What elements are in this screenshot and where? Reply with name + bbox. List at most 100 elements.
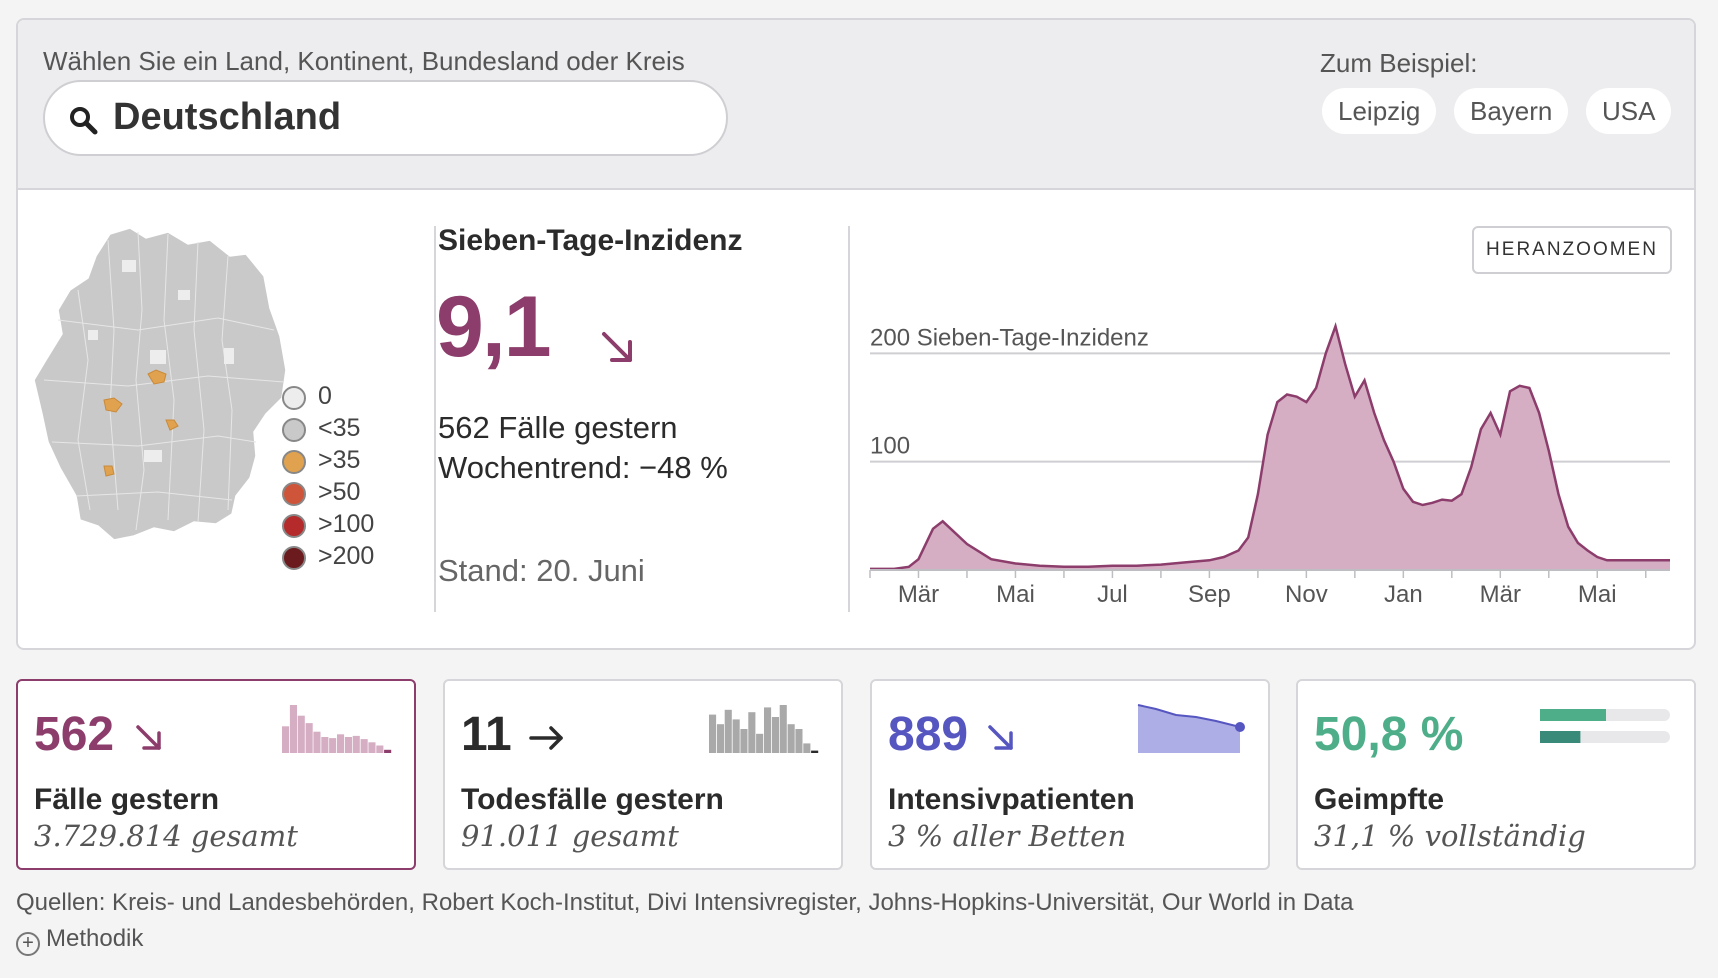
divider: [848, 226, 850, 612]
sparkline-bar: [344, 737, 352, 753]
sparkline-bar: [771, 717, 779, 753]
search-icon: [70, 107, 98, 135]
x-tick-label: Nov: [1285, 581, 1328, 608]
sparkline-bar: [321, 737, 329, 753]
sparkline-bar: [764, 707, 772, 753]
sparkline-bar: [337, 734, 345, 753]
legend-swatch: [282, 450, 306, 474]
method-label: Methodik: [46, 925, 144, 952]
legend-swatch: [282, 418, 306, 442]
vaccination-progress: [1540, 709, 1670, 743]
sparkline-bar: [360, 739, 368, 753]
sparkline-bar: [289, 705, 297, 753]
sparkline-bar: [803, 743, 811, 753]
card-title: Geimpfte: [1314, 783, 1445, 816]
sparkline-bar: [779, 705, 787, 753]
card-subtitle: 3.729.814 gesamt: [34, 819, 298, 853]
x-tick-label: Jan: [1384, 581, 1423, 608]
examples-caption: Zum Beispiel:: [1320, 48, 1478, 78]
card-vaccinated[interactable]: 50,8 % Geimpfte 31,1 % vollständig: [1296, 679, 1696, 870]
sparkline-bar: [709, 714, 717, 753]
sparkline-bar: [329, 738, 337, 753]
sparkline-bar: [376, 745, 384, 753]
sparkline-bar: [313, 731, 321, 753]
legend-label: <35: [318, 414, 361, 442]
sources-text: Quellen: Kreis- und Landesbehörden, Robe…: [16, 889, 1354, 916]
germany-map[interactable]: [18, 210, 298, 590]
card-value: 889: [888, 708, 969, 761]
search-header: Wählen Sie ein Land, Kontinent, Bundesla…: [18, 20, 1694, 190]
legend-label: >50: [318, 478, 361, 506]
example-chip-bayern[interactable]: Bayern: [1454, 88, 1569, 134]
legend-label: 0: [318, 382, 332, 410]
sparkline-bar: [716, 724, 724, 753]
card-title: Intensivpatienten: [888, 783, 1135, 816]
plus-circle-icon: +: [16, 932, 40, 956]
sparkline-bar: [282, 726, 290, 753]
x-tick-label: Mär: [898, 581, 939, 608]
legend-label: >200: [318, 542, 375, 570]
card-deaths[interactable]: 11 Todesfälle gestern 91.011 gesamt: [443, 679, 843, 870]
x-tick-label: Jul: [1097, 581, 1128, 608]
progress-fill: [1540, 731, 1581, 743]
y-tick-label: 200 Sieben-Tage-Inzidenz: [870, 324, 1149, 351]
sparkline-bar: [384, 749, 392, 753]
example-chip-usa[interactable]: USA: [1586, 88, 1672, 134]
icu-sparkline: [1137, 704, 1245, 753]
card-value: 50,8 %: [1314, 708, 1464, 761]
card-subtitle: 3 % aller Betten: [888, 819, 1127, 853]
sparkline-bar: [368, 742, 376, 753]
search-caption: Wählen Sie ein Land, Kontinent, Bundesla…: [43, 46, 685, 76]
legend-swatch: [282, 386, 306, 410]
incidence-area: [870, 326, 1670, 570]
card-value: 562: [34, 708, 115, 761]
arrow-down-right-icon: [988, 725, 1013, 750]
sparkline-bar: [787, 724, 795, 753]
weekly-trend: Wochentrend: −48 %: [438, 450, 728, 485]
incidence-value: 9,1: [436, 279, 552, 375]
sparkline-bar: [352, 735, 360, 753]
dashboard-panel: Wählen Sie ein Land, Kontinent, Bundesla…: [16, 18, 1696, 650]
map-orange-districts: [103, 369, 179, 477]
arrow-right-icon: [529, 726, 563, 750]
divider: [434, 226, 436, 612]
card-subtitle: 91.011 gesamt: [461, 819, 679, 853]
method-link[interactable]: + Methodik: [16, 925, 143, 956]
x-tick-label: Sep: [1188, 581, 1231, 608]
map-district-borders: [43, 231, 285, 531]
card-subtitle: 31,1 % vollständig: [1314, 819, 1586, 853]
data-date: Stand: 20. Juni: [438, 553, 645, 588]
map-zero-districts: [88, 260, 234, 462]
legend-label: >100: [318, 510, 375, 538]
zoom-in-button[interactable]: HERANZOOMEN: [1472, 226, 1672, 274]
legend-swatch: [282, 482, 306, 506]
incidence-chart[interactable]: 100 200 Sieben-Tage-Inzidenz Mär Mai Jul Sep N…: [860, 300, 1680, 610]
sparkline-bar: [756, 733, 764, 753]
sparkline-bar: [740, 729, 748, 753]
cases-yesterday: 562 Fälle gestern: [438, 410, 678, 445]
legend-label: >35: [318, 446, 361, 474]
sparkline-bar: [305, 723, 313, 753]
x-tick-label: Mär: [1480, 581, 1521, 608]
map-outline: [33, 227, 287, 541]
deaths-sparkline: [709, 705, 819, 753]
arrow-down-right-icon: [136, 725, 161, 750]
sparkline-bar: [732, 719, 740, 753]
sparkline-bar: [811, 750, 819, 753]
legend-swatch: [282, 546, 306, 570]
progress-fill: [1540, 709, 1606, 721]
x-tick-label: Mai: [1578, 581, 1617, 608]
incidence-title: Sieben-Tage-Inzidenz: [438, 224, 743, 257]
incidence-line: [870, 322, 1670, 571]
example-chip-leipzig[interactable]: Leipzig: [1322, 88, 1437, 134]
sparkline-bar: [297, 715, 305, 753]
y-tick-label: 100: [870, 433, 910, 460]
card-value: 11: [461, 708, 512, 761]
legend-swatch: [282, 514, 306, 538]
search-input[interactable]: Deutschland: [43, 80, 728, 156]
sparkline-bar: [748, 712, 756, 753]
card-cases[interactable]: 562 Fälle gestern 3.729.814 gesamt: [16, 679, 416, 870]
card-icu[interactable]: 889 Intensivpatienten 3 % aller Betten: [870, 679, 1270, 870]
search-value: Deutschland: [113, 96, 342, 138]
sparkline-bar: [724, 709, 732, 753]
